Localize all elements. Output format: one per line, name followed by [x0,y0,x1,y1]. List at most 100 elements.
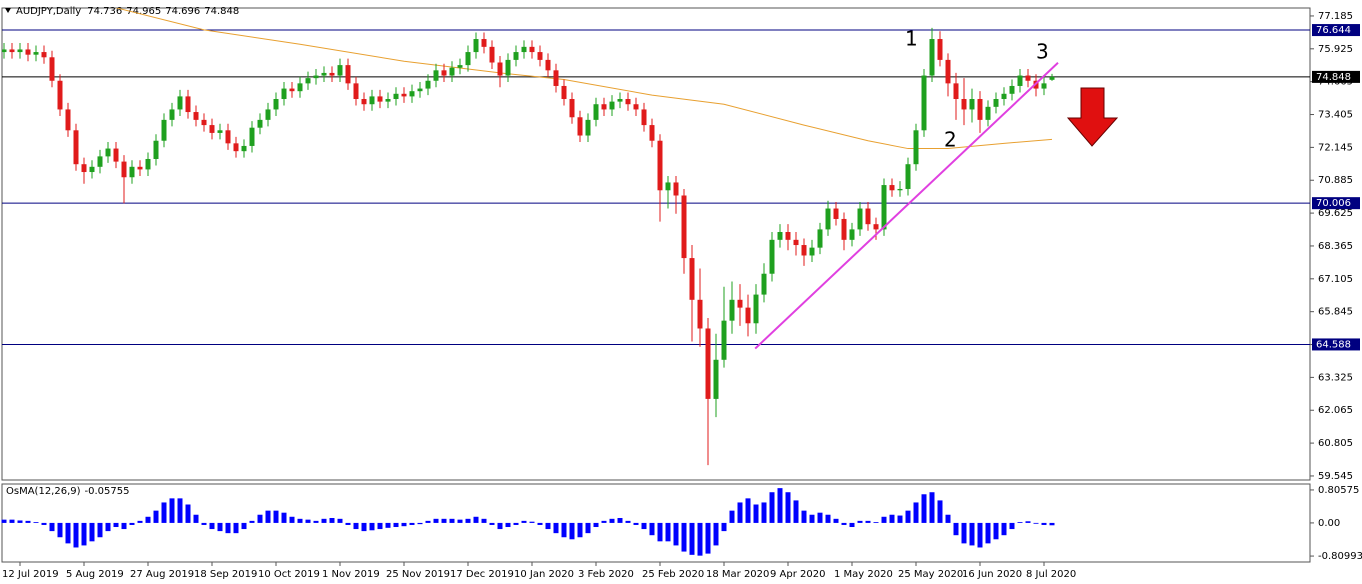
candle-body [713,359,719,399]
candle-body [217,130,223,133]
candle-body [697,299,703,329]
osma-bar [1009,522,1015,530]
osma-bar [97,522,103,538]
osma-bar [545,522,551,530]
osma-bar [353,522,359,530]
candle-body [289,88,295,92]
candle-body [841,218,847,240]
candle-body [737,299,743,308]
candle-body [473,39,479,53]
osma-bar [577,522,583,538]
menu-arrow[interactable] [5,8,11,13]
x-tick-label: 18 Mar 2020 [706,569,769,580]
osma-bar [1,519,7,523]
candle-body [929,39,935,76]
osma-bar [57,522,63,538]
osma-bar [1041,522,1047,525]
candle-body [729,299,735,321]
candle-body [849,229,855,240]
candle-body [1001,93,1007,100]
x-tick-label: 8 Jul 2020 [1026,569,1076,580]
osma-bar [337,518,343,523]
osma-bar [81,522,87,546]
candle-body [97,156,103,167]
candle-body [425,80,431,89]
osma-bar [273,510,279,523]
osma-bar [649,522,655,536]
osma-bar [417,522,423,525]
candle-body [537,52,543,60]
osma-bar [129,522,135,525]
osma-bar [233,522,239,534]
level-label: 74.848 [1316,72,1351,83]
candle-body [353,83,359,100]
osma-bar [369,522,375,531]
osma-bar [401,522,407,527]
candle-body [753,294,759,324]
candle-body [257,119,263,128]
osma-last: -0.05755 [85,486,130,497]
candle-body [137,166,143,170]
osma-bar [297,518,303,523]
candle-body [801,245,807,256]
y-tick-label: 77.185 [1318,11,1353,22]
annotation: 3 [1036,40,1049,64]
osma-bar [281,512,287,523]
candle-body [577,117,583,136]
osma-y-tick-label: 0.00 [1318,518,1340,529]
candle-body [1025,75,1031,81]
osma-bar [73,522,79,548]
osma-bar [17,520,23,523]
osma-bar [33,522,39,523]
candle-body [345,65,351,84]
osma-bar [705,522,711,554]
candle-body [73,130,79,165]
candle-body [761,273,767,295]
y-tick-label: 63.325 [1318,372,1353,383]
osma-bar [553,522,559,534]
candle-body [369,96,375,105]
osma-bar [121,522,127,530]
osma-bar [217,522,223,532]
candle-body [617,99,623,102]
osma-y-tick-label: 0.80575 [1318,485,1359,496]
candle-body [57,80,63,110]
candle-body [817,229,823,248]
osma-bar [257,514,263,523]
candle-body [529,46,535,53]
candle-body [505,59,511,76]
osma-bar [497,522,503,530]
candle-body [2,49,7,53]
osma-bar [785,492,791,523]
level-label-box [1312,338,1360,351]
candle-body [281,88,287,100]
osma-bar [441,518,447,523]
candle-body [465,52,471,66]
candle-body [769,239,775,274]
candle-body [513,52,519,60]
candle-body [825,208,831,230]
x-tick-label: 17 Dec 2019 [450,569,514,580]
osma-bar [833,518,839,523]
candle-body [441,70,447,76]
osma-bar [697,522,703,556]
candle-body [873,224,879,230]
candle-body [865,208,871,225]
y-tick-label: 65.845 [1318,307,1353,318]
x-tick-label: 25 May 2020 [898,569,963,580]
osma-bar [209,522,215,530]
osma-bar [601,520,607,523]
candle-body [673,182,679,196]
osma-bar [377,522,383,530]
price-panel [1,7,1311,481]
x-tick-label: 1 May 2020 [834,569,893,580]
osma-bar [569,522,575,540]
open: 74.736 [87,6,122,17]
osma-bar [969,522,975,546]
osma-bar [9,519,15,523]
y-tick-label: 60.805 [1318,438,1353,449]
osma-bar [393,522,399,528]
candle-body [705,328,711,399]
y-tick-label: 68.365 [1318,241,1353,252]
level-label: 76.644 [1316,25,1351,36]
